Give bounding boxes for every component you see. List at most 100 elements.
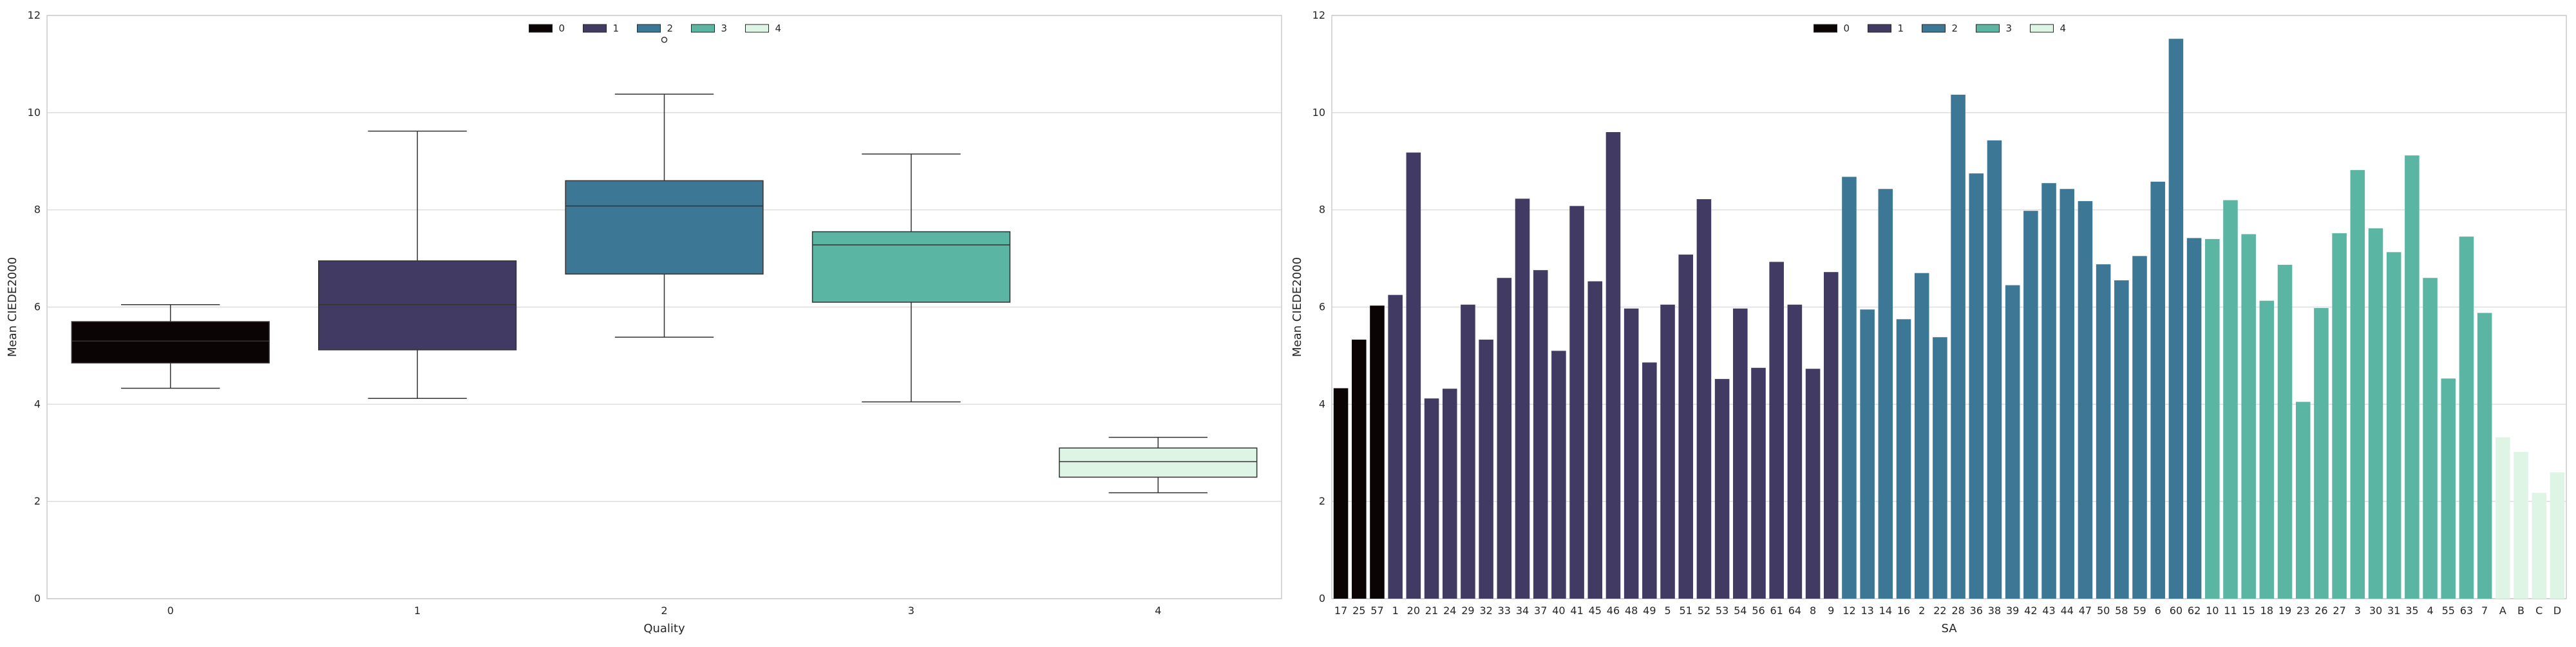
legend-swatch — [529, 24, 553, 33]
bar-63 — [2459, 237, 2474, 599]
bar-2 — [1914, 273, 1929, 599]
legend-swatch — [637, 24, 661, 33]
bar-4 — [2423, 278, 2438, 599]
x-tick-label: 60 — [2170, 604, 2183, 617]
bar-17 — [1333, 388, 1349, 599]
x-tick-label: 7 — [2481, 604, 2488, 617]
legend-swatch — [1868, 24, 1891, 33]
x-tick-label: 41 — [1570, 604, 1583, 617]
bar-14 — [1878, 189, 1893, 599]
y-tick-label: 0 — [34, 592, 41, 604]
x-tick-label: 58 — [2115, 604, 2128, 617]
bar-60 — [2168, 39, 2184, 599]
bar-36 — [1969, 173, 1984, 599]
plot-frame — [1331, 15, 2567, 599]
bar-25 — [1352, 340, 1367, 599]
y-tick-label: 8 — [34, 204, 41, 216]
x-tick-label: 40 — [1552, 604, 1565, 617]
x-tick-label: 11 — [2224, 604, 2237, 617]
legend-label: 4 — [775, 23, 782, 34]
x-tick-label: 4 — [1155, 604, 1161, 617]
x-tick-label: 3 — [2354, 604, 2361, 617]
box-3 — [811, 231, 1011, 303]
legend-swatch — [1922, 24, 1946, 33]
bar-64 — [1787, 304, 1803, 599]
x-tick-label: 35 — [2405, 604, 2418, 617]
y-tick-label: 6 — [1319, 301, 1325, 313]
legend-label: 1 — [613, 23, 620, 34]
y-tick-label: 2 — [1319, 495, 1325, 507]
legend-label: 3 — [2006, 23, 2012, 34]
x-tick-label: B — [2517, 604, 2524, 617]
legend-swatch — [745, 24, 769, 33]
x-tick-label: 0 — [167, 604, 174, 617]
bar-41 — [1569, 206, 1584, 599]
legend-label: 4 — [2060, 23, 2067, 34]
box-4 — [1059, 447, 1258, 478]
bar-61 — [1769, 262, 1784, 599]
x-tick-label: 3 — [908, 604, 914, 617]
x-tick-label: 49 — [1643, 604, 1656, 617]
bar-52 — [1696, 199, 1712, 599]
bar-10 — [2204, 238, 2220, 599]
bar-39 — [2005, 285, 2020, 599]
x-tick-label: 44 — [2061, 604, 2074, 617]
bar-38 — [1987, 140, 2002, 599]
x-tick-label: 19 — [2278, 604, 2291, 617]
y-tick-label: 0 — [1319, 592, 1325, 604]
x-tick-label: 45 — [1589, 604, 1602, 617]
x-tick-label: 33 — [1498, 604, 1511, 617]
bar-33 — [1497, 278, 1512, 599]
bar-40 — [1551, 351, 1566, 599]
box-2 — [565, 180, 764, 275]
legend-swatch — [583, 24, 607, 33]
legend-label: 1 — [1898, 23, 1904, 34]
bar-21 — [1424, 398, 1439, 599]
x-tick-label: 16 — [1897, 604, 1910, 617]
x-tick-label: 46 — [1607, 604, 1620, 617]
legend-swatch — [691, 24, 715, 33]
x-tick-label: 47 — [2079, 604, 2092, 617]
bar-32 — [1479, 340, 1493, 599]
bar-43 — [2041, 183, 2056, 599]
bar-1 — [1388, 295, 1403, 599]
x-tick-label: 9 — [1828, 604, 1834, 617]
legend-swatch — [2030, 24, 2054, 33]
bar-16 — [1896, 319, 1911, 599]
x-tick-label: 6 — [2155, 604, 2161, 617]
bar-13 — [1860, 309, 1875, 599]
bar-46 — [1605, 132, 1621, 599]
bar-31 — [2386, 252, 2401, 599]
bar-34 — [1515, 198, 1530, 599]
bar-19 — [2277, 264, 2293, 599]
bar-56 — [1751, 367, 1766, 599]
x-tick-label: 36 — [1970, 604, 1983, 617]
legend-label: 2 — [1952, 23, 1958, 34]
bar-50 — [2096, 264, 2111, 599]
bar-9 — [1823, 272, 1839, 599]
bar-45 — [1587, 281, 1603, 599]
x-tick-label: C — [2535, 604, 2543, 617]
x-tick-label: 63 — [2460, 604, 2473, 617]
x-tick-label: 1 — [1392, 604, 1399, 617]
x-tick-label: 31 — [2387, 604, 2400, 617]
x-tick-label: 4 — [2427, 604, 2433, 617]
x-tick-label: 37 — [1534, 604, 1547, 617]
x-tick-label: 32 — [1479, 604, 1492, 617]
x-tick-label: 62 — [2188, 604, 2201, 617]
bar-62 — [2186, 238, 2202, 599]
y-tick-label: 12 — [1312, 9, 1325, 21]
x-tick-label: 50 — [2097, 604, 2110, 617]
bar-15 — [2241, 234, 2256, 599]
y-axis-label: Mean CIEDE2000 — [1291, 257, 1304, 357]
x-tick-label: 22 — [1933, 604, 1946, 617]
y-tick-label: 12 — [28, 9, 41, 21]
bar-C — [2532, 492, 2546, 599]
bar-49 — [1642, 362, 1657, 599]
bar-3 — [2350, 169, 2365, 599]
bar-7 — [2477, 313, 2492, 599]
bar-57 — [1370, 305, 1385, 599]
bar-27 — [2332, 233, 2347, 599]
x-axis-label: SA — [1941, 622, 1957, 635]
x-tick-label: 38 — [1988, 604, 2001, 617]
